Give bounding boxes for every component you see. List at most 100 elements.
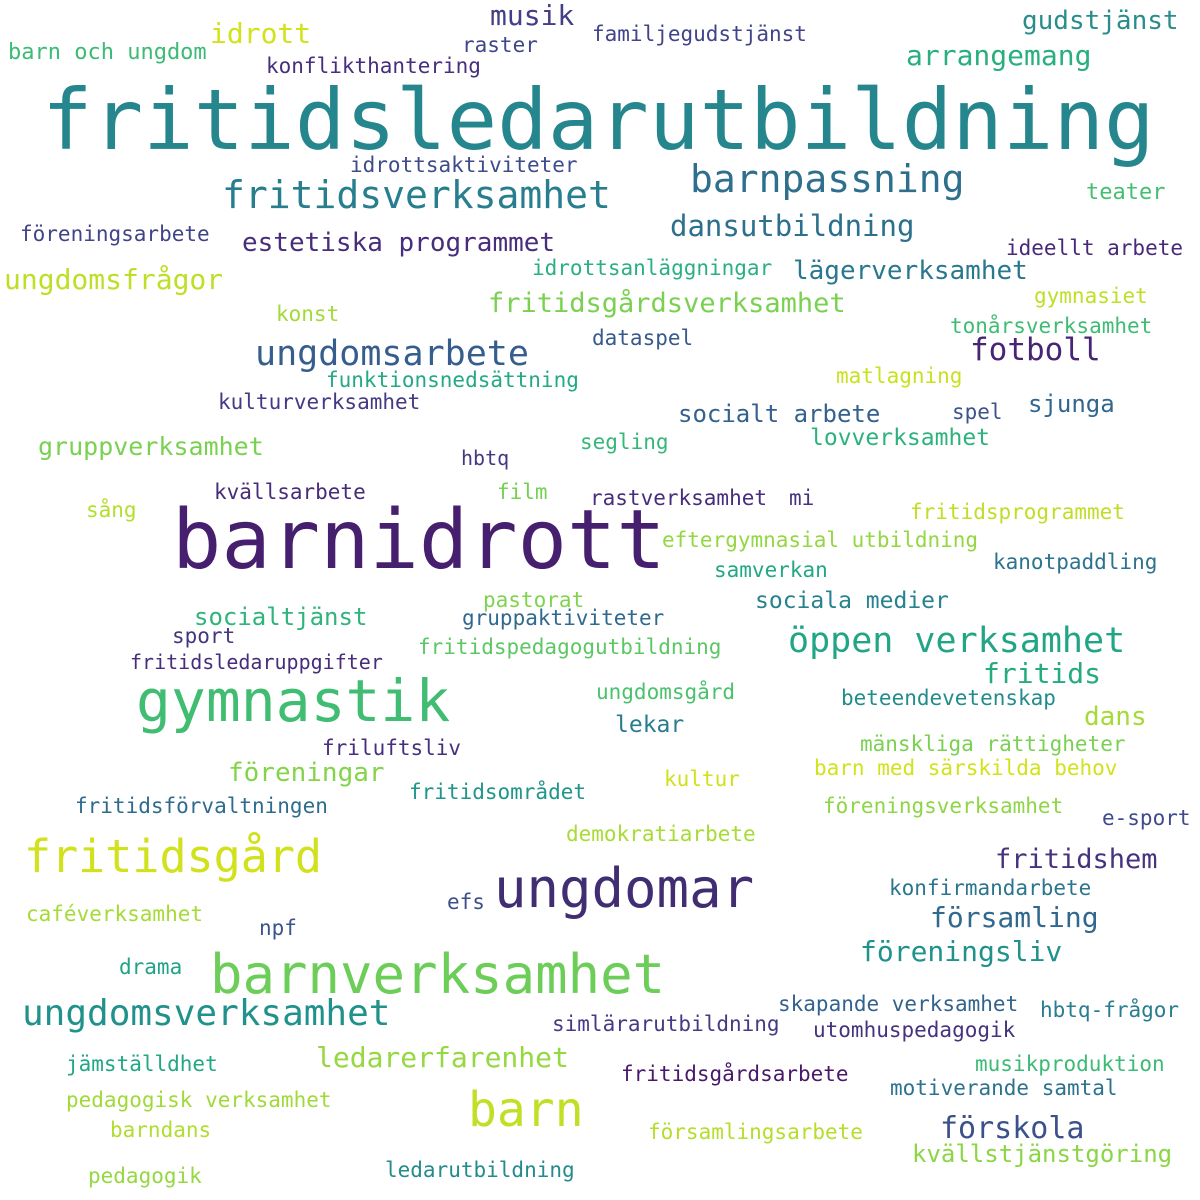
cloud-word: spel <box>952 400 1003 424</box>
cloud-word: film <box>497 480 548 504</box>
cloud-word: gymnastik <box>136 667 451 735</box>
cloud-word: rastverksamhet <box>590 486 768 510</box>
cloud-word: kulturverksamhet <box>218 390 421 414</box>
cloud-word: mänskliga rättigheter <box>860 732 1126 756</box>
cloud-word: fritidsgårdsarbete <box>621 1062 849 1086</box>
cloud-word: ungdomar <box>494 857 755 920</box>
cloud-word: kultur <box>664 767 740 791</box>
cloud-word: motiverande samtal <box>890 1076 1118 1100</box>
cloud-word: förskola <box>940 1111 1085 1146</box>
cloud-word: sport <box>172 624 236 648</box>
cloud-word: friluftsliv <box>322 736 462 760</box>
cloud-word: fritids <box>983 657 1102 690</box>
cloud-word: fotboll <box>970 332 1101 368</box>
cloud-word: fritidspedagogutbildning <box>418 635 722 659</box>
cloud-word: musikproduktion <box>975 1052 1165 1076</box>
cloud-word: konst <box>276 302 340 326</box>
cloud-word: kvällstjänstgöring <box>912 1140 1173 1168</box>
cloud-word: konfirmandarbete <box>889 876 1092 900</box>
cloud-word: fritidsprogrammet <box>910 500 1125 524</box>
cloud-word: pastorat <box>483 588 585 612</box>
cloud-word: gudstjänst <box>1022 6 1179 36</box>
cloud-word: fritidshem <box>995 844 1158 875</box>
cloud-word: idrott <box>210 17 312 50</box>
cloud-word: estetiska programmet <box>242 228 556 258</box>
cloud-word: teater <box>1086 180 1166 205</box>
cloud-word: öppen verksamhet <box>788 621 1126 661</box>
cloud-word: samverkan <box>714 558 828 582</box>
cloud-word: mi <box>789 486 815 510</box>
cloud-word: ideellt arbete <box>1006 236 1184 260</box>
cloud-word: ungdomsgård <box>596 680 736 704</box>
cloud-word: lägerverksamhet <box>793 256 1028 286</box>
cloud-word: dansutbildning <box>670 209 915 243</box>
cloud-word: lekar <box>615 712 685 738</box>
cloud-word: pedagogik <box>88 1164 202 1188</box>
cloud-word: idrottsaktiviteter <box>350 153 578 177</box>
cloud-word: pedagogisk verksamhet <box>66 1088 332 1112</box>
cloud-word: caféverksamhet <box>26 902 204 926</box>
cloud-word: gymnasiet <box>1034 284 1148 308</box>
cloud-word: dataspel <box>592 326 694 350</box>
cloud-word: dans <box>1084 702 1147 732</box>
cloud-word: ledarerfarenhet <box>316 1041 569 1074</box>
cloud-word: eftergymnasial utbildning <box>662 528 979 552</box>
cloud-word: simlärarutbildning <box>552 1012 780 1036</box>
cloud-word: funktionsnedsättning <box>326 368 579 392</box>
cloud-word: föreningsverksamhet <box>823 794 1064 818</box>
cloud-word: fritidsledaruppgifter <box>130 650 383 674</box>
cloud-word: ungdomsfrågor <box>4 263 224 296</box>
cloud-word: barn <box>468 1082 584 1138</box>
cloud-word: kvällsarbete <box>214 480 366 504</box>
cloud-word: socialtjänst <box>194 603 368 631</box>
cloud-word: jämställdhet <box>66 1052 218 1076</box>
cloud-word: raster <box>462 33 538 57</box>
cloud-word: fritidsgård <box>24 830 323 883</box>
cloud-word: tonårsverksamhet <box>950 314 1153 338</box>
cloud-word: barnidrott <box>172 493 666 588</box>
cloud-word: föreningar <box>228 758 385 788</box>
cloud-word: skapande verksamhet <box>778 992 1019 1016</box>
cloud-word: sång <box>86 498 137 522</box>
cloud-word: arrangemang <box>906 39 1092 72</box>
cloud-word: gruppverksamhet <box>38 432 264 461</box>
cloud-word: kanotpaddling <box>993 550 1158 574</box>
cloud-word: efs <box>447 890 485 914</box>
cloud-word: segling <box>580 430 669 454</box>
cloud-word: föreningsliv <box>860 935 1063 968</box>
cloud-word: musik <box>490 0 575 32</box>
cloud-word: fritidsförvaltningen <box>75 794 328 818</box>
cloud-word: sjunga <box>1028 390 1115 418</box>
cloud-word: fritidsgårdsverksamhet <box>488 288 846 319</box>
cloud-word: barn med särskilda behov <box>814 756 1118 780</box>
cloud-word: fritidsområdet <box>409 780 587 804</box>
cloud-word: idrottsanläggningar <box>532 256 773 280</box>
cloud-word: sociala medier <box>755 588 949 614</box>
cloud-word: konflikthantering <box>266 54 481 78</box>
cloud-word: barnpassning <box>690 157 965 201</box>
cloud-word: beteendevetenskap <box>841 686 1056 710</box>
cloud-word: hbtq <box>461 446 510 470</box>
cloud-word: fritidsledarutbildning <box>42 71 1155 169</box>
cloud-word: barn och ungdom <box>8 40 207 65</box>
cloud-word: hbtq-frågor <box>1040 998 1180 1022</box>
cloud-word: drama <box>119 955 183 979</box>
cloud-word: församling <box>930 901 1099 934</box>
cloud-word: matlagning <box>836 364 963 388</box>
cloud-word: ungdomsarbete <box>255 334 529 374</box>
cloud-word: socialt arbete <box>678 400 881 428</box>
cloud-word: demokratiarbete <box>566 822 756 846</box>
cloud-word: fritidsverksamhet <box>222 173 611 217</box>
cloud-word: barndans <box>110 1118 212 1142</box>
cloud-word: lovverksamhet <box>810 425 991 451</box>
cloud-word: ungdomsverksamhet <box>22 993 391 1034</box>
cloud-word: e-sport <box>1102 806 1191 830</box>
cloud-word: ledarutbildning <box>385 1158 575 1182</box>
cloud-word: utomhuspedagogik <box>813 1018 1016 1042</box>
cloud-word: barnverksamhet <box>210 943 666 1006</box>
cloud-word: gruppaktiviteter <box>462 606 665 630</box>
cloud-word: församlingsarbete <box>648 1120 863 1144</box>
cloud-word: npf <box>259 916 297 940</box>
cloud-word: familjegudstjänst <box>592 22 807 46</box>
